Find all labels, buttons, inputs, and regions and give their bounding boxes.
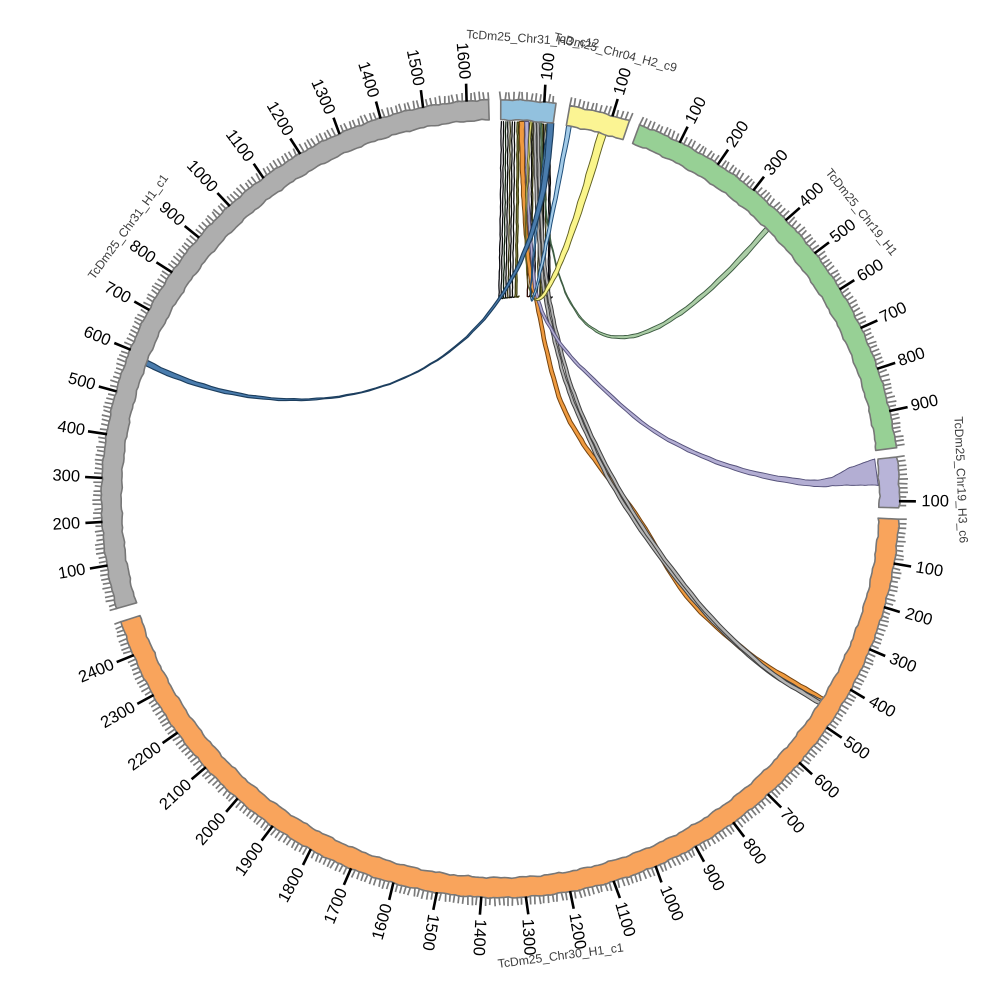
svg-text:900: 900 bbox=[909, 391, 940, 415]
svg-text:100: 100 bbox=[921, 492, 949, 510]
svg-text:100: 100 bbox=[538, 52, 559, 81]
svg-text:200: 200 bbox=[52, 514, 81, 534]
svg-text:100: 100 bbox=[57, 560, 87, 582]
svg-text:100: 100 bbox=[914, 558, 944, 580]
svg-text:400: 400 bbox=[56, 417, 86, 439]
svg-text:TcDm25_Chr19_H3_c6: TcDm25_Chr19_H3_c6 bbox=[951, 416, 970, 543]
svg-text:1600: 1600 bbox=[453, 42, 474, 80]
svg-text:1400: 1400 bbox=[469, 919, 489, 957]
svg-text:300: 300 bbox=[52, 466, 80, 485]
svg-text:1500: 1500 bbox=[419, 913, 443, 952]
svg-text:1300: 1300 bbox=[518, 918, 538, 956]
